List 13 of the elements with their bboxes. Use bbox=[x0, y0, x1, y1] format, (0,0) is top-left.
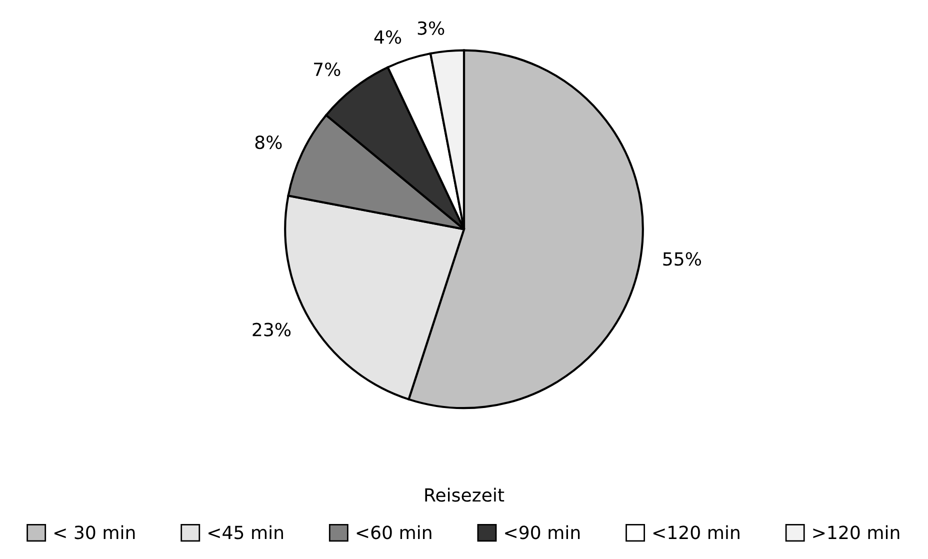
legend-label: >120 min bbox=[813, 525, 900, 540]
legend-title: Reisezeit bbox=[425, 488, 504, 502]
data-label: 7% bbox=[314, 62, 340, 76]
data-label: 3% bbox=[418, 21, 444, 35]
data-label: 4% bbox=[374, 30, 402, 44]
data-label: 23% bbox=[252, 322, 291, 336]
legend-label: <90 min bbox=[505, 525, 580, 540]
legend-label: < 30 min bbox=[54, 525, 135, 540]
data-label: 55% bbox=[663, 252, 702, 266]
legend-label: <120 min bbox=[653, 525, 740, 540]
legend-label: <60 min bbox=[356, 525, 432, 540]
legend-label: <45 min bbox=[208, 525, 283, 540]
data-label: 8% bbox=[255, 135, 282, 150]
